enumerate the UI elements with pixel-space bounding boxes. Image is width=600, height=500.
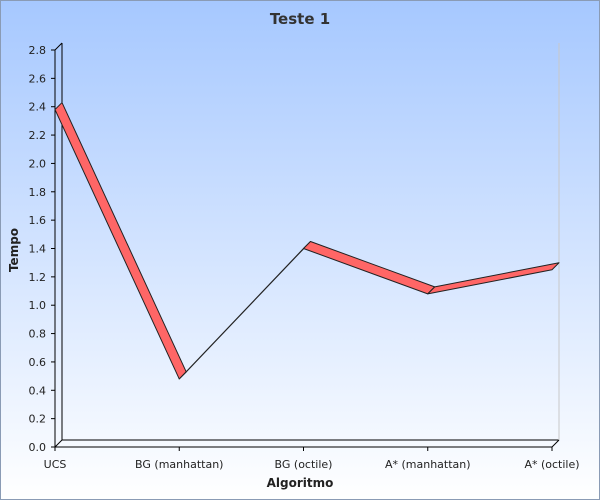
y-tick-label: 1.6 xyxy=(29,214,47,227)
x-tick-label: UCS xyxy=(44,458,67,471)
y-tick-label: 1.0 xyxy=(29,299,47,312)
y-tick-label: 2.8 xyxy=(29,44,47,57)
y-tick-label: 2.4 xyxy=(29,101,47,114)
y-tick-label: 1.2 xyxy=(29,271,47,284)
x-tick-label: A* (manhattan) xyxy=(385,458,471,471)
y-tick-label: 0.8 xyxy=(29,328,47,341)
y-tick-label: 2.0 xyxy=(29,157,47,170)
y-axis-title: Tempo xyxy=(7,228,21,272)
frame-top-diagonal xyxy=(54,42,63,51)
y-tick-label: 2.2 xyxy=(29,129,47,142)
y-tick-label: 0.0 xyxy=(29,441,47,454)
series-ribbon xyxy=(54,102,560,380)
y-tick-label: 1.4 xyxy=(29,243,47,256)
x-axis-ticks: UCS BG (manhattan) BG (octile) A* (manhatta… xyxy=(44,447,580,471)
floor-left-diagonal xyxy=(54,439,63,448)
chart-title: Teste 1 xyxy=(270,10,330,28)
x-tick-label: A* (octile) xyxy=(524,458,579,471)
y-tick-label: 1.8 xyxy=(29,186,47,199)
y-tick-label: 0.4 xyxy=(29,384,47,397)
floor-right-diagonal xyxy=(551,439,560,448)
y-tick-label: 0.2 xyxy=(29,413,47,426)
y-tick-label: 0.6 xyxy=(29,356,47,369)
y-tick-label: 2.6 xyxy=(29,72,47,85)
y-axis-ticks: 0.0 0.2 0.4 0.6 0.8 1.0 1.2 1.4 1.6 1.8 2.0 2.2 2.4 2… xyxy=(29,44,55,454)
x-tick-label: BG (octile) xyxy=(275,458,333,471)
x-tick-label: BG (manhattan) xyxy=(135,458,223,471)
x-axis-title: Algoritmo xyxy=(267,476,334,490)
ribbon-segment xyxy=(427,262,560,295)
